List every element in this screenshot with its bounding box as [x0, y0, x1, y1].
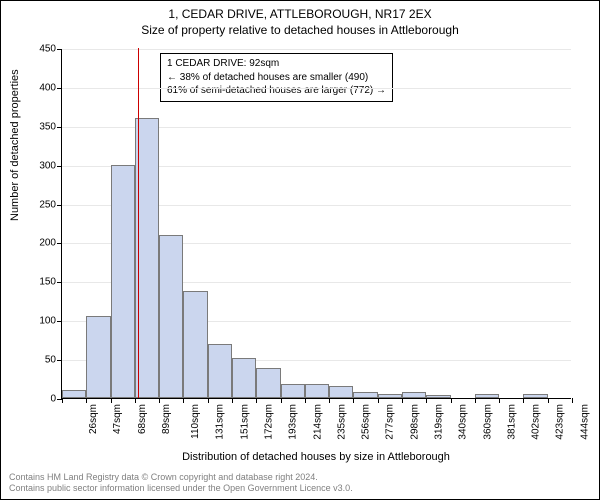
x-tick-label: 444sqm	[579, 404, 590, 440]
x-tick-mark	[86, 398, 87, 403]
y-tick-label: 50	[45, 355, 62, 366]
histogram-bar	[62, 390, 86, 398]
histogram-bar	[305, 384, 329, 398]
x-tick-mark	[62, 398, 63, 403]
x-tick-mark	[475, 398, 476, 403]
x-tick-label: 235sqm	[336, 404, 347, 440]
histogram-bar	[111, 165, 135, 398]
histogram-bar	[86, 316, 110, 398]
chart-container: 1, CEDAR DRIVE, ATTLEBOROUGH, NR17 2EX S…	[0, 0, 600, 500]
x-tick-label: 319sqm	[434, 404, 445, 440]
info-box: 1 CEDAR DRIVE: 92sqm ← 38% of detached h…	[160, 53, 393, 102]
x-tick-mark	[402, 398, 403, 403]
x-tick-mark	[281, 398, 282, 403]
x-tick-label: 423sqm	[555, 404, 566, 440]
histogram-bar	[281, 384, 305, 398]
x-tick-label: 26sqm	[88, 404, 99, 434]
attribution: Contains HM Land Registry data © Crown c…	[9, 472, 353, 495]
x-tick-mark	[135, 398, 136, 403]
x-tick-mark	[378, 398, 379, 403]
histogram-bar	[402, 392, 426, 398]
x-tick-mark	[451, 398, 452, 403]
x-axis-label: Distribution of detached houses by size …	[61, 451, 571, 463]
x-tick-label: 110sqm	[190, 404, 201, 439]
histogram-bar	[159, 235, 183, 398]
x-tick-label: 256sqm	[361, 404, 372, 440]
plot-area: 1 CEDAR DRIVE: 92sqm ← 38% of detached h…	[61, 49, 571, 399]
x-tick-mark	[208, 398, 209, 403]
x-tick-label: 340sqm	[458, 404, 469, 440]
x-tick-label: 131sqm	[215, 404, 226, 440]
x-tick-mark	[499, 398, 500, 403]
x-tick-mark	[159, 398, 160, 403]
x-tick-label: 172sqm	[264, 404, 275, 440]
histogram-bar	[353, 392, 377, 398]
y-tick-label: 300	[39, 160, 62, 171]
x-tick-label: 360sqm	[482, 404, 493, 440]
x-tick-label: 277sqm	[385, 404, 396, 440]
x-tick-label: 381sqm	[506, 404, 517, 440]
x-tick-label: 193sqm	[288, 404, 299, 440]
attribution-line1: Contains HM Land Registry data © Crown c…	[9, 472, 353, 484]
chart-title-description: Size of property relative to detached ho…	[1, 21, 599, 37]
x-tick-mark	[183, 398, 184, 403]
info-box-line3: 61% of semi-detached houses are larger (…	[167, 84, 386, 98]
x-tick-label: 89sqm	[161, 404, 172, 434]
x-tick-mark	[256, 398, 257, 403]
y-tick-label: 250	[39, 199, 62, 210]
y-axis-label: Number of detached properties	[9, 69, 21, 221]
y-tick-label: 0	[50, 394, 62, 405]
info-box-line2: ← 38% of detached houses are smaller (49…	[167, 71, 386, 85]
x-tick-mark	[548, 398, 549, 403]
x-tick-label: 402sqm	[531, 404, 542, 440]
y-tick-label: 450	[39, 44, 62, 55]
x-tick-mark	[523, 398, 524, 403]
x-tick-label: 68sqm	[137, 404, 148, 434]
histogram-bar	[256, 368, 280, 398]
histogram-bar	[208, 344, 232, 398]
x-tick-label: 151sqm	[239, 404, 250, 440]
x-tick-mark	[572, 398, 573, 403]
y-tick-label: 350	[39, 121, 62, 132]
histogram-bar	[475, 394, 499, 398]
y-tick-label: 200	[39, 238, 62, 249]
histogram-bar	[232, 358, 256, 398]
y-tick-label: 400	[39, 82, 62, 93]
info-box-line1: 1 CEDAR DRIVE: 92sqm	[167, 57, 386, 71]
x-tick-label: 298sqm	[409, 404, 420, 440]
x-tick-mark	[426, 398, 427, 403]
histogram-bar	[426, 395, 450, 398]
x-tick-mark	[329, 398, 330, 403]
histogram-bar	[523, 394, 547, 398]
x-tick-mark	[111, 398, 112, 403]
histogram-bar	[183, 291, 207, 398]
attribution-line2: Contains public sector information licen…	[9, 483, 353, 495]
chart-title-address: 1, CEDAR DRIVE, ATTLEBOROUGH, NR17 2EX	[1, 1, 599, 21]
x-tick-mark	[305, 398, 306, 403]
y-tick-label: 150	[39, 277, 62, 288]
histogram-bar	[378, 394, 402, 398]
x-tick-mark	[232, 398, 233, 403]
marker-line	[138, 48, 139, 398]
x-tick-label: 214sqm	[312, 404, 323, 440]
x-tick-mark	[353, 398, 354, 403]
x-tick-label: 47sqm	[112, 404, 123, 434]
histogram-bar	[329, 386, 353, 398]
y-tick-label: 100	[39, 316, 62, 327]
